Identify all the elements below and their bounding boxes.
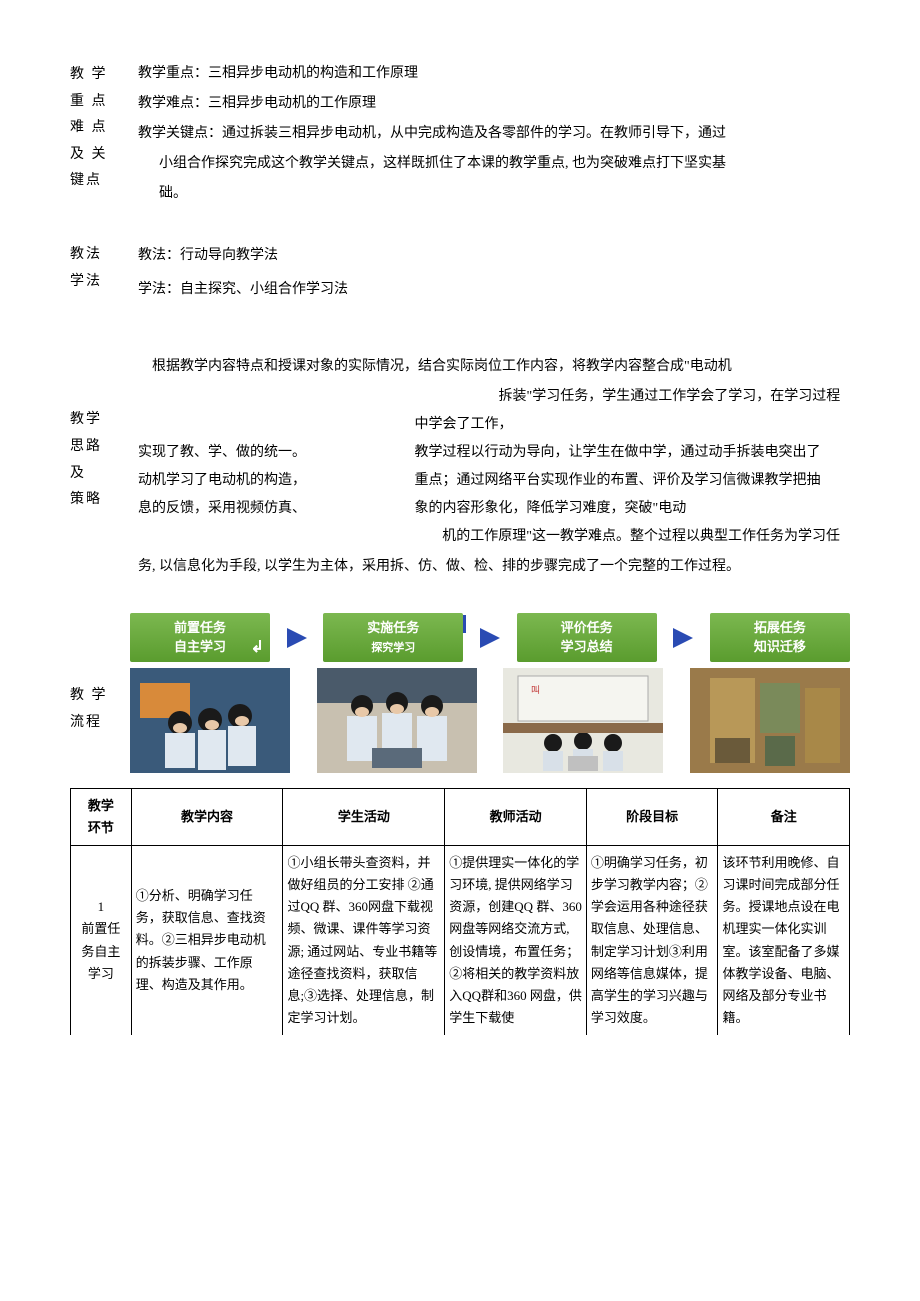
methods-section: 教法 学法 教法：行动导向教学法 学法：自主探究、小组合作学习法 <box>70 240 850 308</box>
keypoints-section: 教 学 重 点 难 点 及 关 键点 教学重点：三相异步电动机的构造和工作原理 … <box>70 60 850 210</box>
teaching-table: 教学 环节 教学内容 学生活动 教师活动 阶段目标 备注 1 前置任 务自主 学… <box>70 788 850 1035</box>
kp-line-4: 础。 <box>138 180 850 208</box>
photo-3: 叫 <box>503 668 663 773</box>
td-stage: 1 前置任 务自主 学习 <box>71 846 132 1035</box>
strategy-content: 根据教学内容特点和授课对象的实际情况，结合实际岗位工作内容，将教学内容整合成"电… <box>130 353 850 583</box>
method-line-1: 学法：自主探究、小组合作学习法 <box>138 274 850 306</box>
arrow-icon <box>673 628 693 648</box>
flow-box-0: 前置任务↲ 自主学习↲ <box>130 613 270 661</box>
kp-line-0: 教学重点：三相异步电动机的构造和工作原理 <box>138 60 850 88</box>
photo-4 <box>690 668 850 773</box>
arrow-icon <box>287 628 307 648</box>
flow-box-1: 实施任务 探究学习 <box>323 613 463 662</box>
td-goal: ①明确学习任务，初步学习教学内容；②学会运用各种途径获取信息、处理信息、制定学习… <box>586 846 718 1035</box>
strategy-para: 根据教学内容特点和授课对象的实际情况，结合实际岗位工作内容，将教学内容整合成"电… <box>138 353 850 381</box>
bar-icon <box>463 615 466 633</box>
th-student: 学生活动 <box>283 788 445 845</box>
kp-line-1: 教学难点：三相异步电动机的工作原理 <box>138 90 850 118</box>
kp-line-3: 小组合作探究完成这个教学关键点，这样既抓住了本课的教学重点, 也为突破难点打下坚… <box>138 150 850 178</box>
th-goal: 阶段目标 <box>586 788 718 845</box>
photo-1 <box>130 668 290 773</box>
kp-line-2: 教学关键点：通过拆装三相异步电动机，从中完成构造及各零部件的学习。在教师引导下，… <box>138 120 850 148</box>
strategy-tail2: 务, 以信息化为手段, 以学生为主体，采用拆、仿、做、检、排的步骤完成了一个完整… <box>138 553 850 581</box>
th-stage: 教学 环节 <box>71 788 132 845</box>
td-content: ①分析、明确学习任务，获取信息、查找资料。②三相异步电动机的拆装步骤、工作原理、… <box>131 846 283 1035</box>
th-content: 教学内容 <box>131 788 283 845</box>
mix-row-2: 动机学习了电动机的构造， 重点；通过网络平台实现作业的布置、评价及学习信微课教学… <box>138 467 850 495</box>
photo-row: 叫 <box>130 668 850 773</box>
strategy-label: 教学 思路 及 策略 <box>70 353 130 583</box>
flow-boxes-row: 前置任务↲ 自主学习↲ 实施任务 探究学习 评价任务 学习总结 拓展任务 知识迁… <box>130 613 850 662</box>
cursor-icon: ↲ <box>251 637 264 659</box>
keypoints-label: 教 学 重 点 难 点 及 关 键点 <box>70 60 130 210</box>
table-header-row: 教学 环节 教学内容 学生活动 教师活动 阶段目标 备注 <box>71 788 850 845</box>
svg-text:叫: 叫 <box>531 685 540 695</box>
strategy-mix: 拆装"学习任务，学生通过工作学会了学习，在学习过程中学会了工作， 实现了教、学、… <box>138 383 850 523</box>
methods-label: 教法 学法 <box>70 240 130 308</box>
td-remark: 该环节利用晚修、自习课时间完成部分任务。授课地点设在电机理实一体化实训室。该室配… <box>718 846 850 1035</box>
td-teacher: ①提供理实一体化的学习环境, 提供网络学习资源，创建QQ 群、360 网盘等网络… <box>445 846 587 1035</box>
photo-2 <box>317 668 477 773</box>
flow-box-2: 评价任务 学习总结 <box>517 613 657 661</box>
flow-box-3: 拓展任务 知识迁移 <box>710 613 850 661</box>
keypoints-content: 教学重点：三相异步电动机的构造和工作原理 教学难点：三相异步电动机的工作原理 教… <box>130 60 850 210</box>
th-teacher: 教师活动 <box>445 788 587 845</box>
mix-row-3: 息的反馈，采用视频仿真、 象的内容形象化，降低学习难度，突破"电动 <box>138 495 850 523</box>
mix-row-1: 实现了教、学、做的统一。 教学过程以行动为导向，让学生在做中学，通过动手拆装电突… <box>138 439 850 467</box>
td-student: ①小组长带头查资料，并做好组员的分工安排 ②通过QQ 群、360网盘下载视频、微… <box>283 846 445 1035</box>
flow-section: 教 学 流程 前置任务↲ 自主学习↲ 实施任务 探究学习 评价任务 学习总结 <box>70 613 850 773</box>
flow-label: 教 学 流程 <box>70 613 130 773</box>
table-row: 1 前置任 务自主 学习 ①分析、明确学习任务，获取信息、查找资料。②三相异步电… <box>71 846 850 1035</box>
arrow-icon <box>480 628 500 648</box>
strategy-tail1: 机的工作原理"这一教学难点。整个过程以典型工作任务为学习任 <box>138 523 850 551</box>
th-remark: 备注 <box>718 788 850 845</box>
methods-content: 教法：行动导向教学法 学法：自主探究、小组合作学习法 <box>130 240 850 308</box>
method-line-0: 教法：行动导向教学法 <box>138 240 850 272</box>
strategy-section: 教学 思路 及 策略 根据教学内容特点和授课对象的实际情况，结合实际岗位工作内容… <box>70 353 850 583</box>
mix-row-0: 拆装"学习任务，学生通过工作学会了学习，在学习过程中学会了工作， <box>138 383 850 439</box>
